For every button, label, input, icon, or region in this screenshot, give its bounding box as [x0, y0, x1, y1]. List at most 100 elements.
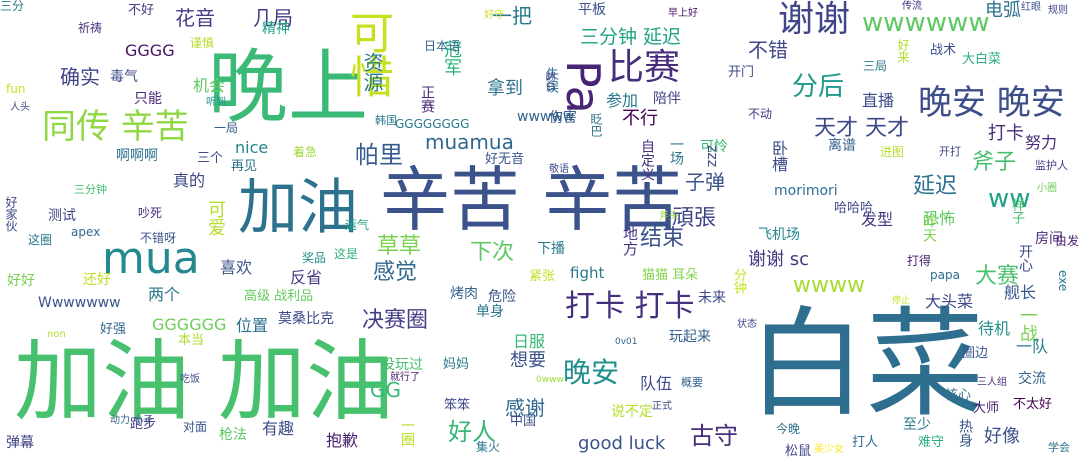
cloud-word: 真的 — [173, 171, 206, 190]
cloud-word: Pa — [556, 60, 610, 114]
cloud-word: 有趣 — [262, 419, 295, 438]
cloud-word: 战术 — [930, 43, 957, 58]
cloud-word: 祈祷 — [78, 21, 103, 35]
cloud-word: 吵死 — [138, 206, 163, 220]
cloud-word: 对面 — [183, 420, 208, 434]
cloud-word: 精神 — [262, 21, 290, 37]
cloud-word: GGGGGG — [152, 315, 227, 334]
cloud-word: 0www — [536, 375, 564, 385]
cloud-word: 啊啊啊 — [116, 148, 158, 164]
cloud-word: GGGG — [125, 41, 175, 60]
cloud-word: papa — [930, 268, 960, 282]
cloud-word: 烤肉 — [450, 286, 478, 302]
cloud-word: 红眼 — [1021, 2, 1041, 13]
cloud-word: 日本语 — [424, 39, 461, 53]
cloud-word: fun — [6, 82, 26, 96]
cloud-word: 再见 — [231, 159, 258, 174]
cloud-word: 说不定 — [611, 404, 653, 420]
cloud-word: 妈妈 — [443, 357, 470, 372]
cloud-word: 下播 — [537, 241, 565, 257]
cloud-word: 辛苦 辛苦 — [380, 159, 683, 241]
cloud-word: 三分 — [0, 0, 25, 13]
cloud-word: 好好 — [7, 273, 35, 289]
cloud-word: 猫猫 耳朵 — [642, 268, 699, 283]
cloud-word: 不动 — [748, 107, 773, 121]
cloud-word: 电弧 — [985, 0, 1021, 21]
cloud-word: ww — [988, 184, 1031, 214]
cloud-word: 规则 — [1048, 5, 1068, 16]
cloud-word: 集火 — [476, 440, 501, 454]
cloud-word: 大白菜 — [962, 52, 1002, 67]
cloud-word: 停止 — [892, 296, 911, 306]
cloud-word: 队伍 — [640, 374, 673, 393]
cloud-word: 直播 — [862, 91, 895, 110]
cloud-word: 决赛圈 — [362, 308, 429, 333]
cloud-word: 分钟 — [731, 268, 746, 294]
cloud-word: 样子 — [1009, 198, 1024, 224]
cloud-word: 开打 — [939, 145, 961, 158]
cloud-word: 单身 — [476, 304, 504, 320]
cloud-word: 分后 — [792, 72, 845, 102]
cloud-word: 三分钟 — [74, 183, 107, 196]
cloud-word: 危险 — [488, 289, 516, 305]
cloud-word: 状态 — [737, 319, 757, 330]
cloud-word: 测试 — [48, 208, 76, 224]
cloud-word: 大赛 — [975, 264, 1020, 289]
cloud-word: 弹幕 — [6, 435, 34, 451]
cloud-word: 晚安 晚安 — [918, 83, 1065, 123]
cloud-word: 热身 — [957, 419, 973, 447]
cloud-word: 一队 — [1016, 337, 1049, 356]
cloud-word: 位置 — [236, 316, 269, 335]
cloud-word: 韩国 — [375, 114, 397, 127]
cloud-word: 自定义 — [639, 139, 655, 181]
cloud-word: 喜欢 — [220, 258, 253, 277]
cloud-word: 两个 — [148, 285, 181, 304]
cloud-word: 一圈 — [399, 418, 415, 446]
cloud-word: 好人 — [448, 418, 496, 446]
cloud-word: 眨巴 — [589, 113, 603, 137]
cloud-word: 努力 — [1025, 133, 1058, 152]
cloud-word: 打卡 打卡 — [565, 289, 695, 324]
cloud-word: 花音 — [175, 6, 215, 30]
cloud-word: 敬语 — [549, 164, 569, 175]
cloud-word: 圈边 — [962, 346, 989, 361]
cloud-word: 好守 — [484, 10, 504, 21]
cloud-word: 想要 — [510, 350, 546, 371]
cloud-word: 不错 — [748, 38, 788, 62]
cloud-word: 资源 — [360, 52, 384, 92]
cloud-word: 子弹 — [685, 170, 725, 194]
cloud-word: 飞机场 — [758, 227, 800, 243]
cloud-word: 抱歉 — [326, 431, 359, 450]
cloud-word: 难守 — [918, 435, 945, 450]
cloud-word: 正式 — [652, 401, 672, 412]
cloud-word: 昨天 — [921, 214, 937, 242]
cloud-word: 只能 — [134, 91, 162, 107]
cloud-word: 打人 — [852, 435, 879, 450]
cloud-word: 小圈 — [1037, 183, 1057, 194]
cloud-word: GGGGGGGG — [395, 117, 470, 131]
cloud-word: 待机 — [978, 319, 1011, 338]
cloud-word: 结束 — [640, 226, 685, 251]
cloud-word: 大师 — [973, 401, 1000, 416]
cloud-word: 还好 — [83, 272, 111, 288]
cloud-word: 古守 — [690, 422, 738, 450]
cloud-word: 几局 — [253, 6, 293, 30]
cloud-word: 一局 — [214, 121, 239, 135]
cloud-word: 三局 — [863, 59, 888, 73]
cloud-word: 拿到 — [487, 78, 523, 99]
cloud-word: 打得 — [907, 254, 932, 268]
cloud-word: 交流 — [1018, 371, 1046, 387]
cloud-word: 白发 — [1054, 234, 1079, 248]
cloud-word: 莫桑比克 — [278, 311, 334, 327]
cloud-word: 平板 — [578, 2, 606, 18]
cloud-word: 听到 — [206, 97, 226, 108]
cloud-word: morimori — [774, 183, 838, 199]
cloud-word: 打卡 — [988, 123, 1024, 144]
cloud-word: 本当 — [178, 333, 205, 348]
cloud-word: 一把 — [492, 4, 532, 28]
cloud-word: 监护人 — [1035, 159, 1068, 172]
cloud-word: 比赛 — [608, 47, 681, 88]
cloud-word: wwwww — [517, 109, 575, 125]
cloud-word: 玩起来 — [669, 329, 711, 345]
